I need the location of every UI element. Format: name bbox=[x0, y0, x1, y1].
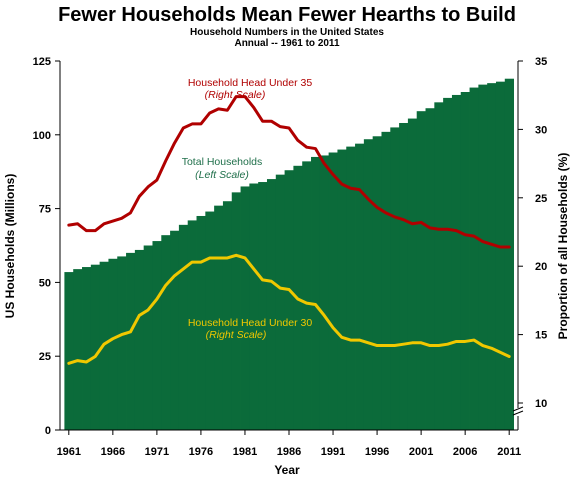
total-scale-annotation: (Left Scale) bbox=[195, 169, 249, 181]
bar-total-2006 bbox=[460, 92, 470, 430]
bar-total-1996 bbox=[372, 136, 382, 430]
bar-total-2007 bbox=[469, 87, 479, 430]
bar-total-1981 bbox=[240, 186, 250, 430]
bar-total-2005 bbox=[451, 94, 462, 430]
bar-total-1975 bbox=[187, 220, 197, 430]
bar-total-1989 bbox=[311, 156, 321, 430]
y-left-tick-label-0: 0 bbox=[45, 425, 51, 437]
bar-total-1993 bbox=[346, 146, 356, 431]
x-tick-label-2006: 2006 bbox=[453, 446, 477, 458]
bar-total-1978 bbox=[214, 205, 224, 430]
y-left-tick-label-75: 75 bbox=[39, 204, 51, 216]
bar-total-1968 bbox=[126, 252, 136, 430]
axis-break-mark-2 bbox=[512, 410, 524, 416]
bar-total-1980 bbox=[231, 192, 241, 430]
y-axis-left-title: US Households (Millions) bbox=[3, 174, 17, 319]
chart-title: Fewer Households Mean Fewer Hearths to B… bbox=[58, 4, 516, 26]
bar-total-2010 bbox=[495, 81, 506, 430]
series-line-head-under-30 bbox=[67, 253, 511, 365]
bar-total-1976 bbox=[196, 215, 206, 430]
bar-total-1992 bbox=[337, 149, 347, 430]
head35-annotation: Household Head Under 35 bbox=[188, 77, 312, 89]
bar-total-1966 bbox=[108, 258, 118, 430]
x-tick-label-2001: 2001 bbox=[409, 446, 433, 458]
axis-break-mark-1 bbox=[512, 406, 524, 412]
bar-total-1986 bbox=[284, 170, 294, 430]
bar-total-2009 bbox=[487, 83, 497, 430]
y-right-tick-label-25: 25 bbox=[535, 193, 547, 205]
bar-total-1974 bbox=[178, 224, 189, 430]
y-axis-right-title: Proportion of all Households (%) bbox=[556, 153, 570, 340]
bar-total-1971 bbox=[152, 241, 162, 430]
head35-scale-annotation: (Right Scale) bbox=[205, 89, 266, 101]
bar-total-1990 bbox=[319, 155, 330, 430]
bar-total-1985 bbox=[275, 174, 285, 430]
bar-total-1979 bbox=[222, 201, 233, 430]
bar-total-1994 bbox=[355, 143, 365, 430]
y-right-tick-label-10: 10 bbox=[535, 398, 547, 410]
bar-total-1983 bbox=[258, 182, 268, 430]
y-left-tick-label-25: 25 bbox=[39, 351, 51, 363]
bar-total-2008 bbox=[478, 84, 488, 431]
bar-total-1972 bbox=[161, 235, 171, 430]
y-right-tick-label-20: 20 bbox=[535, 261, 547, 273]
series-line-head-under-35 bbox=[67, 95, 511, 249]
bar-total-1961 bbox=[64, 272, 74, 430]
head30-annotation: Household Head Under 30 bbox=[188, 317, 312, 329]
y-left-tick-label-50: 50 bbox=[39, 277, 51, 289]
x-tick-label-1986: 1986 bbox=[277, 446, 301, 458]
y-left-tick-label-100: 100 bbox=[33, 130, 51, 142]
x-tick-label-1966: 1966 bbox=[101, 446, 125, 458]
bar-total-1984 bbox=[266, 179, 277, 430]
bar-total-1973 bbox=[170, 230, 180, 430]
bar-total-2000 bbox=[407, 118, 418, 430]
bar-total-1991 bbox=[328, 152, 338, 430]
head30-scale-annotation: (Right Scale) bbox=[206, 329, 267, 341]
y-right-tick-label-30: 30 bbox=[535, 124, 547, 136]
total-households-bars bbox=[64, 78, 514, 431]
bar-total-1995 bbox=[363, 139, 374, 431]
bar-total-1970 bbox=[143, 245, 153, 430]
tick-labels: 0 25 50 75 100 125 10 15 20 25 30 35 1961 1966 1971 197… bbox=[33, 56, 548, 458]
y-right-tick-label-15: 15 bbox=[535, 330, 547, 342]
bar-total-1962 bbox=[73, 269, 83, 430]
chart-subtitle-line2: Annual -- 1961 to 2011 bbox=[234, 38, 339, 49]
x-tick-label-1996: 1996 bbox=[365, 446, 389, 458]
total-annotation: Total Households bbox=[182, 156, 263, 168]
bar-total-1997 bbox=[381, 131, 391, 430]
bar-total-1967 bbox=[117, 256, 127, 430]
y-left-tick-label-125: 125 bbox=[33, 56, 51, 68]
bar-total-1969 bbox=[134, 249, 145, 430]
bar-total-2011 bbox=[504, 78, 514, 431]
x-tick-label-2011: 2011 bbox=[497, 446, 521, 458]
bar-total-2003 bbox=[434, 102, 444, 430]
x-tick-label-1981: 1981 bbox=[233, 446, 257, 458]
x-tick-label-1971: 1971 bbox=[145, 446, 169, 458]
x-tick-label-1991: 1991 bbox=[321, 446, 345, 458]
bar-total-1998 bbox=[390, 127, 400, 431]
x-tick-label-1976: 1976 bbox=[189, 446, 213, 458]
bar-total-1963 bbox=[82, 267, 92, 430]
bar-total-2001 bbox=[416, 111, 426, 431]
chart-subtitle-line1: Household Numbers in the United States bbox=[190, 27, 384, 38]
bar-total-1982 bbox=[249, 183, 259, 430]
bar-total-1988 bbox=[302, 161, 312, 430]
series-lines bbox=[67, 95, 511, 365]
x-tick-label-1961: 1961 bbox=[57, 446, 81, 458]
bar-total-1977 bbox=[205, 211, 215, 430]
bar-total-2002 bbox=[425, 108, 435, 430]
x-axis-title: Year bbox=[274, 463, 300, 477]
bar-total-1964 bbox=[90, 264, 101, 430]
axes bbox=[55, 60, 524, 435]
bar-total-1999 bbox=[399, 122, 409, 431]
y-right-tick-label-35: 35 bbox=[535, 56, 547, 68]
bar-total-2004 bbox=[443, 97, 453, 431]
